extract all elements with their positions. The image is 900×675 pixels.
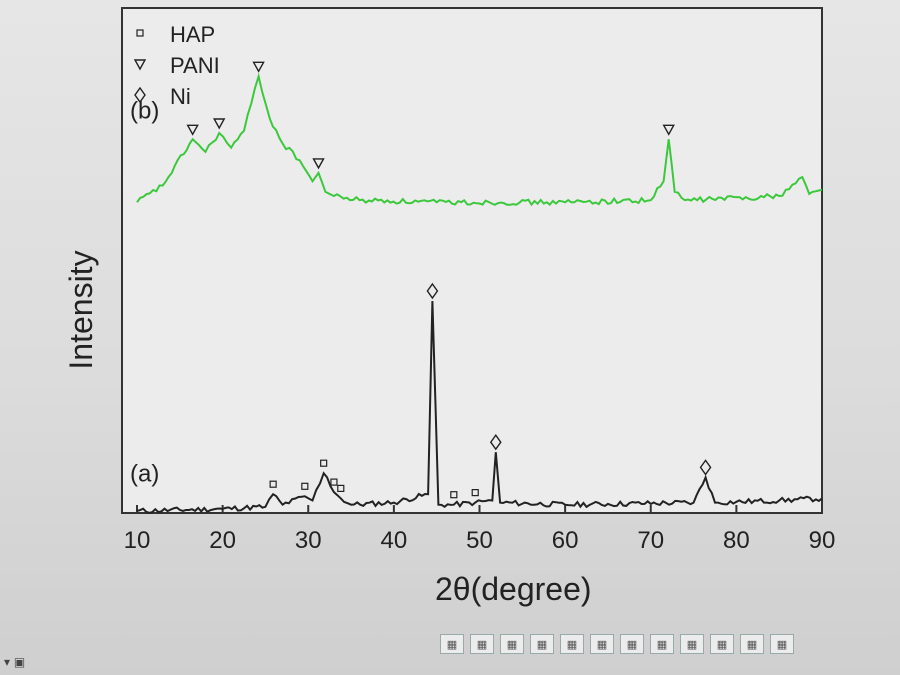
series-label: (a) xyxy=(130,461,159,488)
peak-markers xyxy=(186,61,712,499)
move-icon[interactable]: ▦ xyxy=(470,634,494,654)
hap-peak-marker xyxy=(471,489,479,497)
x-tick-label: 20 xyxy=(209,527,236,554)
chart-icon[interactable]: ▦ xyxy=(440,634,464,654)
plot-curves: (a)(b)(c) xyxy=(130,72,823,514)
layers-icon[interactable]: ▦ xyxy=(500,634,524,654)
hap-peak-marker xyxy=(320,459,328,467)
x-tick-label: 80 xyxy=(723,527,750,554)
hap-peak-marker xyxy=(450,491,458,499)
x-tick-label: 50 xyxy=(466,527,493,554)
legend-label: HAP xyxy=(170,22,215,47)
y-axis-title: Intensity xyxy=(63,250,99,369)
hap-peak-marker xyxy=(330,478,338,486)
export-icon[interactable]: ▦ xyxy=(770,634,794,654)
grid-icon[interactable]: ▦ xyxy=(620,634,644,654)
ni-peak-marker xyxy=(134,86,146,104)
pani-peak-marker xyxy=(186,124,199,136)
x-tick-label: 40 xyxy=(381,527,408,554)
x-tick-label: 60 xyxy=(552,527,579,554)
hap-peak-marker xyxy=(337,484,345,492)
x-tick-label: 30 xyxy=(295,527,322,554)
legend-label: Ni xyxy=(170,84,191,109)
x-tick-label: 10 xyxy=(124,527,151,554)
pani-peak-marker xyxy=(662,124,675,136)
pani-peak-marker xyxy=(252,61,265,73)
legend-label: PANI xyxy=(170,53,220,78)
series-line xyxy=(136,300,823,514)
ni-peak-marker xyxy=(426,282,439,300)
series-label: (b) xyxy=(130,97,159,124)
pani-peak-marker xyxy=(213,118,226,130)
ni-peak-marker xyxy=(489,433,502,451)
x-axis-title: 2θ(degree) xyxy=(435,571,592,607)
split-icon[interactable]: ▦ xyxy=(740,634,764,654)
table-icon[interactable]: ▦ xyxy=(650,634,674,654)
align-icon[interactable]: ▦ xyxy=(560,634,584,654)
x-tick-label: 70 xyxy=(637,527,664,554)
bottom-toolbar: ▦ ▦ ▦ ▦ ▦ ▦ ▦ ▦ ▦ ▦ ▦ ▦ xyxy=(440,624,900,664)
ni-peak-marker xyxy=(699,459,712,476)
hap-peak-marker xyxy=(269,480,277,488)
x-axis-ticks: 10 20 30 40 50 60 70 80 90 xyxy=(124,505,836,554)
hap-peak-marker xyxy=(136,29,144,37)
arrow-icon[interactable]: ▾ ▣ xyxy=(4,655,26,669)
plot-frame xyxy=(121,7,823,514)
series-line xyxy=(136,72,823,207)
legend: HAP PANI Ni xyxy=(133,22,220,109)
crop-icon[interactable]: ▦ xyxy=(590,634,614,654)
x-tick-label: 90 xyxy=(809,527,836,554)
page-icon[interactable]: ▦ xyxy=(680,634,704,654)
pani-peak-marker xyxy=(133,59,147,71)
pani-peak-marker xyxy=(312,158,325,170)
group-icon[interactable]: ▦ xyxy=(530,634,554,654)
hap-peak-marker xyxy=(301,482,309,490)
page-icon-2[interactable]: ▦ xyxy=(710,634,734,654)
